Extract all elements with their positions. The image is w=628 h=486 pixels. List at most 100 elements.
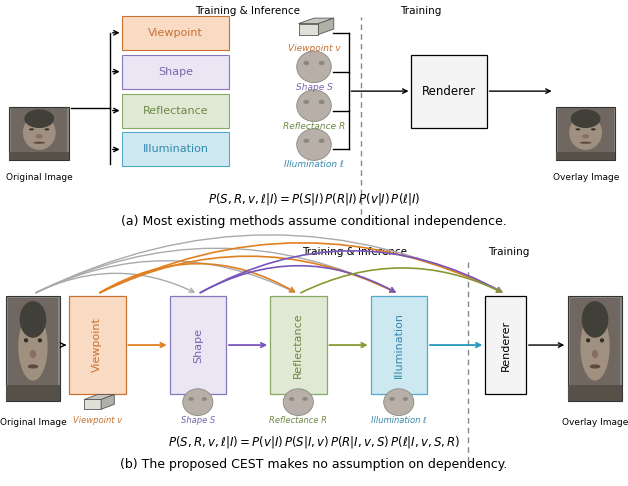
Bar [69, 296, 126, 394]
Bar [11, 108, 67, 159]
Bar [570, 298, 620, 399]
Text: Training & Inference: Training & Inference [195, 6, 301, 16]
Text: Viewpoint: Viewpoint [148, 28, 203, 38]
Ellipse shape [591, 128, 596, 130]
Text: (a) Most existing methods assume conditional independence.: (a) Most existing methods assume conditi… [121, 215, 507, 227]
Ellipse shape [304, 61, 309, 65]
Bar [8, 298, 58, 399]
Ellipse shape [303, 398, 307, 400]
Text: Training & Inference: Training & Inference [302, 246, 408, 257]
Ellipse shape [390, 398, 394, 400]
Text: Renderer: Renderer [422, 85, 476, 98]
Text: Original Image: Original Image [6, 173, 73, 182]
Ellipse shape [384, 389, 414, 416]
Text: Illumination ℓ: Illumination ℓ [371, 416, 426, 425]
Polygon shape [318, 18, 334, 35]
Bar [122, 132, 229, 166]
Ellipse shape [283, 389, 313, 416]
Ellipse shape [290, 398, 294, 400]
Ellipse shape [24, 109, 54, 128]
Text: Viewpoint: Viewpoint [92, 318, 102, 372]
Ellipse shape [319, 100, 324, 104]
Polygon shape [84, 395, 114, 399]
Ellipse shape [36, 134, 43, 139]
Ellipse shape [571, 109, 600, 128]
Bar [122, 93, 229, 128]
Text: Training: Training [400, 6, 441, 16]
Polygon shape [299, 23, 318, 35]
Text: $P(S,R,v,\ell|I) = P(v|I)\,P(S|I,v)\,P(R|I,v,S)\,P(\ell|I,v,S,R)$: $P(S,R,v,\ell|I) = P(v|I)\,P(S|I,v)\,P(R… [168, 434, 460, 450]
Polygon shape [101, 395, 114, 409]
Text: Renderer: Renderer [501, 319, 511, 371]
Ellipse shape [183, 389, 213, 416]
Ellipse shape [580, 312, 610, 381]
Bar [411, 55, 487, 127]
Text: (b) The proposed CEST makes no assumption on dependency.: (b) The proposed CEST makes no assumptio… [121, 458, 507, 470]
Ellipse shape [28, 364, 38, 368]
Ellipse shape [19, 301, 46, 338]
Text: Reflectance R: Reflectance R [283, 122, 345, 131]
Bar [6, 296, 60, 401]
Ellipse shape [600, 338, 604, 343]
Bar [6, 385, 60, 401]
Text: Viewpoint v: Viewpoint v [73, 416, 122, 425]
Bar [170, 296, 226, 394]
Text: Illumination: Illumination [394, 312, 404, 378]
Ellipse shape [29, 128, 34, 130]
Text: Reflectance: Reflectance [143, 105, 208, 116]
Bar [9, 153, 69, 160]
Ellipse shape [202, 398, 207, 400]
Ellipse shape [569, 115, 602, 150]
Text: $P(S,R,v,\ell|I) = P(S|I)\,P(R|I)\,P(v|I)\,P(\ell|I)$: $P(S,R,v,\ell|I) = P(S|I)\,P(R|I)\,P(v|I… [208, 191, 420, 207]
Bar [122, 16, 229, 50]
Bar [371, 296, 427, 394]
Ellipse shape [304, 139, 309, 143]
Ellipse shape [403, 398, 408, 400]
Ellipse shape [575, 128, 580, 130]
Text: Overlay Image: Overlay Image [562, 418, 628, 427]
Ellipse shape [304, 100, 309, 104]
Ellipse shape [582, 134, 589, 139]
Bar [568, 385, 622, 401]
Ellipse shape [189, 398, 193, 400]
Polygon shape [299, 18, 334, 23]
Ellipse shape [38, 338, 42, 343]
Text: Training: Training [488, 246, 529, 257]
Ellipse shape [592, 350, 598, 358]
Text: Overlay Image: Overlay Image [553, 173, 619, 182]
Text: Reflectance R: Reflectance R [269, 416, 327, 425]
Bar [9, 107, 69, 160]
Ellipse shape [33, 141, 45, 144]
Text: Shape S: Shape S [296, 83, 332, 92]
Text: Reflectance: Reflectance [293, 312, 303, 378]
Text: Illumination: Illumination [143, 144, 209, 155]
Text: Original Image: Original Image [0, 418, 67, 427]
Bar [556, 153, 615, 160]
Text: Shape: Shape [158, 67, 193, 77]
Ellipse shape [319, 139, 324, 143]
Text: Illumination ℓ: Illumination ℓ [284, 160, 344, 170]
Ellipse shape [582, 301, 609, 338]
Bar [558, 108, 614, 159]
Bar [568, 296, 622, 401]
Text: Shape: Shape [193, 328, 203, 363]
Polygon shape [84, 399, 101, 409]
Ellipse shape [45, 128, 50, 130]
Ellipse shape [30, 350, 36, 358]
Ellipse shape [580, 141, 592, 144]
Ellipse shape [297, 51, 332, 83]
Bar [485, 296, 526, 394]
Ellipse shape [297, 90, 332, 122]
Text: Shape S: Shape S [181, 416, 215, 425]
Text: Viewpoint v: Viewpoint v [288, 44, 340, 53]
Bar [556, 107, 615, 160]
Ellipse shape [297, 129, 332, 160]
Bar [122, 54, 229, 88]
Ellipse shape [23, 115, 56, 150]
Ellipse shape [590, 364, 600, 368]
Ellipse shape [18, 312, 48, 381]
Ellipse shape [24, 338, 28, 343]
Bar [270, 296, 327, 394]
Ellipse shape [319, 61, 324, 65]
Ellipse shape [586, 338, 590, 343]
